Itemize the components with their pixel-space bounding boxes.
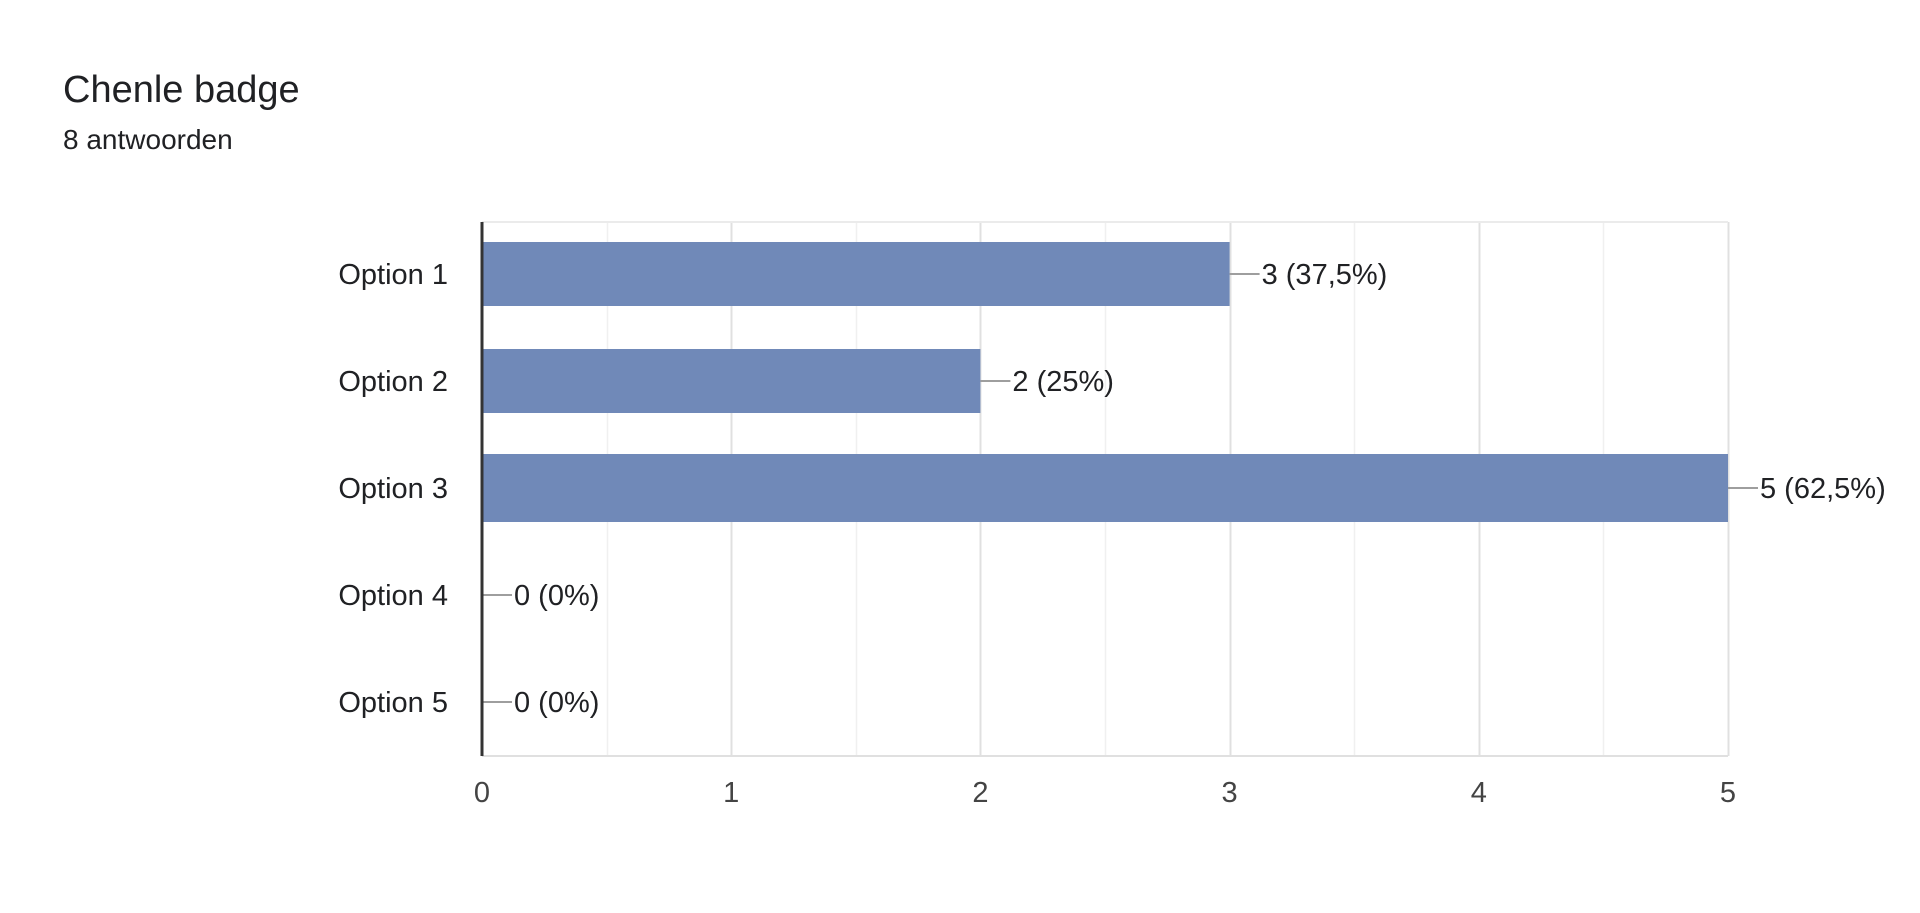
response-count: 8 antwoorden <box>63 124 233 155</box>
category-label: Option 4 <box>338 580 448 612</box>
chart-header: Chenle badge 8 antwoorden <box>63 64 300 158</box>
bar <box>482 349 981 413</box>
data-label: 5 (62,5%) <box>1760 473 1886 505</box>
category-label: Option 5 <box>338 687 448 719</box>
x-tick-label: 0 <box>474 777 490 809</box>
category-label: Option 1 <box>338 259 448 291</box>
data-label: 0 (0%) <box>514 580 599 612</box>
data-label: 2 (25%) <box>1012 366 1114 398</box>
data-label: 0 (0%) <box>514 687 599 719</box>
x-tick-label: 1 <box>723 777 739 809</box>
x-tick-label: 4 <box>1471 777 1487 809</box>
chart-title: Chenle badge <box>63 69 300 111</box>
x-tick-label: 3 <box>1222 777 1238 809</box>
x-tick-label: 5 <box>1720 777 1736 809</box>
category-label: Option 3 <box>338 473 448 505</box>
data-label: 3 (37,5%) <box>1262 259 1388 291</box>
category-label: Option 2 <box>338 366 448 398</box>
bar <box>482 454 1728 522</box>
x-tick-label: 2 <box>972 777 988 809</box>
bar <box>482 242 1230 306</box>
